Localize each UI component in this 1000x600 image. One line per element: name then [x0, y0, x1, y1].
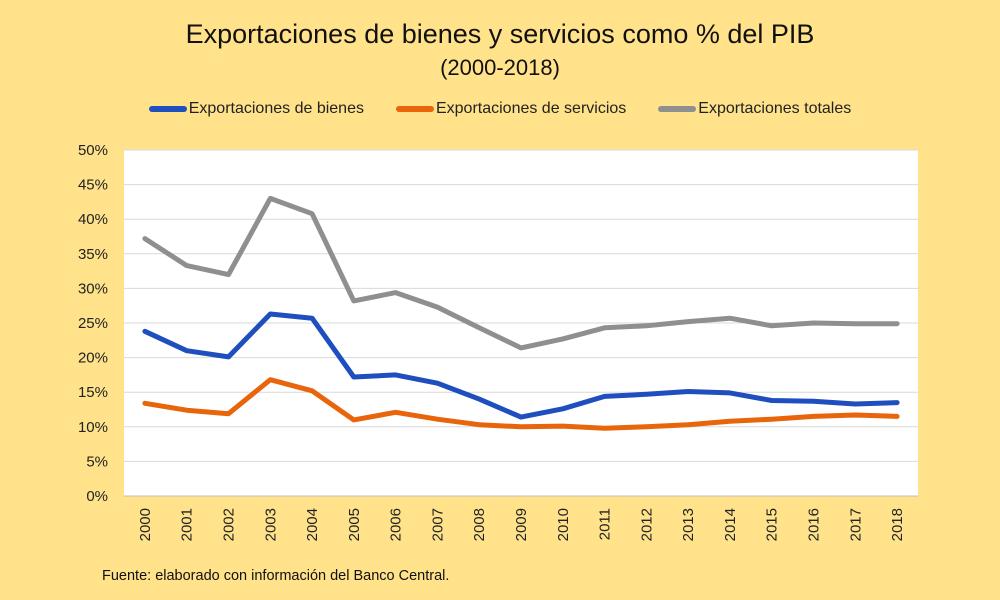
y-tick-label: 0%	[86, 488, 108, 505]
x-tick-label: 2001	[179, 508, 196, 541]
x-axis-ticks: 2000 2001 2002 2003 2004 2005 2006 2007 2008 2009…	[137, 508, 906, 541]
y-tick-label: 5%	[86, 453, 108, 470]
y-axis-ticks: 0% 5% 10% 15% 20% 25% 30% 35% 40% 45% 50%	[78, 142, 108, 505]
legend-item-bienes: Exportaciones de bienes	[148, 100, 364, 118]
legend-swatch-servicios	[395, 106, 434, 112]
chart-title: Exportaciones de bienes y servicios como…	[185, 19, 815, 49]
x-tick-label: 2007	[429, 508, 446, 541]
y-tick-label: 45%	[78, 177, 108, 194]
legend-label-totales: Exportaciones totales	[698, 100, 852, 117]
source-note: Fuente: elaborado con información del Ba…	[102, 568, 450, 584]
x-tick-label: 2002	[220, 508, 237, 541]
legend-label-servicios: Exportaciones de servicios	[435, 100, 627, 117]
y-tick-label: 20%	[78, 350, 108, 367]
y-tick-label: 25%	[78, 315, 108, 332]
x-tick-label: 2000	[137, 508, 154, 541]
x-tick-label: 2015	[764, 508, 781, 541]
series-line-0	[142, 311, 900, 420]
x-tick-label: 2013	[680, 508, 697, 541]
y-tick-label: 30%	[78, 280, 108, 297]
chart-subtitle: (2000-2018)	[440, 55, 560, 80]
y-tick-label: 40%	[78, 211, 108, 228]
x-tick-label: 2014	[722, 508, 739, 541]
y-tick-label: 15%	[78, 384, 108, 401]
x-tick-label: 2006	[388, 508, 405, 541]
x-tick-label: 2010	[555, 508, 572, 541]
x-tick-label: 2018	[889, 508, 906, 541]
legend-label-bienes: Exportaciones de bienes	[188, 100, 364, 117]
legend: Exportaciones de bienes Exportaciones de…	[0, 100, 1000, 118]
legend-swatch-bienes	[148, 106, 187, 112]
legend-item-servicios: Exportaciones de servicios	[395, 100, 627, 118]
x-tick-label: 2017	[847, 508, 864, 541]
x-tick-label: 2012	[638, 508, 655, 541]
series-lines	[142, 195, 900, 431]
y-tick-label: 10%	[78, 419, 108, 436]
series-line-2	[142, 195, 900, 351]
y-tick-label: 50%	[78, 142, 108, 159]
x-tick-label: 2005	[346, 508, 363, 541]
legend-item-totales: Exportaciones totales	[658, 100, 851, 118]
x-tick-label: 2009	[513, 508, 530, 541]
y-tick-label: 35%	[78, 246, 108, 263]
x-tick-label: 2016	[806, 508, 823, 541]
x-tick-label: 2003	[262, 508, 279, 541]
series-line-1	[142, 377, 900, 431]
x-tick-label: 2008	[471, 508, 488, 541]
x-tick-label: 2011	[597, 508, 614, 540]
legend-swatch-totales	[658, 106, 697, 112]
x-tick-label: 2004	[304, 508, 321, 541]
